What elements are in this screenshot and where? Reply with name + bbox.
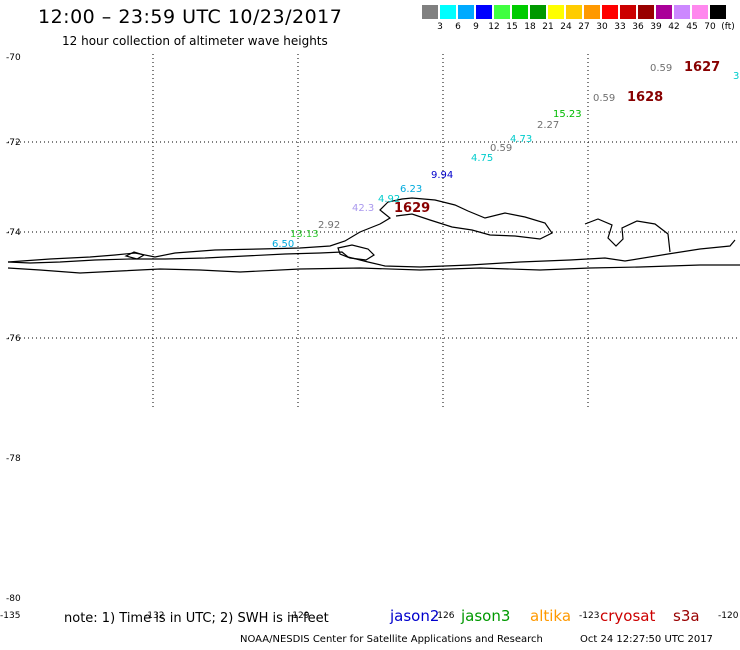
color-scale-label: 42 bbox=[668, 22, 680, 32]
color-scale-label: 39 bbox=[650, 22, 662, 32]
coastline-inlet bbox=[584, 218, 671, 253]
latitude-label: -80 bbox=[6, 594, 21, 604]
wave-height-label: 6.50 bbox=[272, 239, 294, 250]
color-swatch bbox=[566, 5, 583, 19]
satellite-cryosat-label: cryosat bbox=[600, 607, 656, 625]
color-swatch bbox=[710, 5, 727, 19]
color-swatch bbox=[674, 5, 691, 19]
wave-height-label: 2.92 bbox=[318, 220, 340, 231]
latitude-label: -78 bbox=[6, 454, 21, 464]
longitude-label: -126 bbox=[434, 611, 455, 621]
footer-note: note: 1) Time is in UTC; 2) SWH is in fe… bbox=[64, 611, 329, 626]
color-swatch bbox=[638, 5, 655, 19]
color-scale-label: 3 bbox=[437, 22, 443, 32]
coastline-island bbox=[337, 244, 375, 261]
color-swatch bbox=[548, 5, 565, 19]
longitude-labels: -135 -132 -129 -126 -123 -120 bbox=[0, 611, 739, 621]
longitude-label: -120 bbox=[718, 611, 739, 621]
latitude-label: -70 bbox=[6, 53, 21, 63]
color-swatch bbox=[458, 5, 475, 19]
track-label: 1628 bbox=[627, 90, 663, 105]
color-swatch bbox=[494, 5, 511, 19]
wave-height-label: 13.13 bbox=[290, 229, 319, 240]
longitude-label: -123 bbox=[579, 611, 599, 621]
color-scale-label: 15 bbox=[506, 22, 518, 32]
coastline bbox=[7, 197, 740, 274]
color-scale-label: 30 bbox=[596, 22, 608, 32]
color-scale-label: 9 bbox=[473, 22, 479, 32]
color-swatch bbox=[602, 5, 619, 19]
color-swatch bbox=[440, 5, 457, 19]
map-subtitle: 12 hour collection of altimeter wave hei… bbox=[62, 34, 328, 48]
latitude-label: -76 bbox=[6, 334, 21, 344]
color-scale-label: 12 bbox=[488, 22, 500, 32]
color-swatch bbox=[476, 5, 493, 19]
wave-height-label: 0.59 bbox=[593, 93, 615, 104]
color-scale-label: 6 bbox=[455, 22, 461, 32]
color-swatch bbox=[512, 5, 529, 19]
wave-height-label: 0.59 bbox=[490, 143, 512, 154]
satellite-jason3-label: jason3 bbox=[461, 607, 511, 625]
coastline-bay bbox=[124, 251, 146, 260]
latitude-labels: -70 -72 -74 -76 -78 -80 bbox=[6, 53, 21, 604]
color-swatch bbox=[584, 5, 601, 19]
coastline-shelf bbox=[7, 197, 553, 263]
color-scale-label: 33 bbox=[614, 22, 626, 32]
latitude-label: -74 bbox=[6, 228, 21, 238]
generation-timestamp: Oct 24 12:27:50 UTC 2017 bbox=[580, 634, 713, 645]
wave-height-label: 3 bbox=[733, 71, 739, 82]
color-swatch bbox=[620, 5, 637, 19]
satellite-altika-label: altika bbox=[530, 607, 572, 625]
track-label: 1627 bbox=[684, 60, 720, 75]
color-scale-label: 27 bbox=[578, 22, 590, 32]
longitude-label: -129 bbox=[289, 611, 310, 621]
longitude-label: -135 bbox=[0, 611, 20, 621]
color-swatch bbox=[692, 5, 709, 19]
credit-line: NOAA/NESDIS Center for Satellite Applica… bbox=[240, 634, 543, 645]
color-scale-label: 36 bbox=[632, 22, 644, 32]
color-scale-label: 21 bbox=[542, 22, 554, 32]
wave-height-label: 2.27 bbox=[537, 120, 559, 131]
color-scale-label: 70 bbox=[704, 22, 716, 32]
color-scale-unit: (ft) bbox=[721, 22, 735, 32]
color-scale-label: 24 bbox=[560, 22, 572, 32]
color-swatch bbox=[656, 5, 673, 19]
satellite-s3a-label: s3a bbox=[673, 607, 700, 625]
color-scale-label: 18 bbox=[524, 22, 536, 32]
color-swatch bbox=[422, 5, 439, 19]
satellite-jason2-label: jason2 bbox=[390, 607, 440, 625]
wave-height-label: 42.3 bbox=[352, 203, 374, 214]
wave-height-label: 0.59 bbox=[650, 63, 672, 74]
longitude-label: -132 bbox=[144, 611, 164, 621]
coastline-outer bbox=[7, 264, 740, 274]
color-scale-label: 45 bbox=[686, 22, 698, 32]
wave-height-label: 9.94 bbox=[431, 170, 453, 181]
wave-height-label: 6.23 bbox=[400, 184, 422, 195]
wave-height-label: 4.73 bbox=[510, 134, 532, 145]
wave-height-labels: 0.59 3 0.59 15.23 2.27 4.73 0.59 4.75 9.… bbox=[272, 63, 739, 250]
graticule bbox=[8, 54, 740, 408]
wave-height-label: 15.23 bbox=[553, 109, 582, 120]
coastline-ice bbox=[7, 239, 736, 268]
wave-height-label: 4.75 bbox=[471, 153, 493, 164]
track-labels: 1627 1628 1629 bbox=[394, 60, 720, 216]
track-label: 1629 bbox=[394, 201, 430, 216]
color-swatch bbox=[530, 5, 547, 19]
latitude-label: -72 bbox=[6, 138, 21, 148]
wave-height-label: 4.92 bbox=[378, 194, 400, 205]
map-title: 12:00 – 23:59 UTC 10/23/2017 bbox=[38, 6, 343, 28]
